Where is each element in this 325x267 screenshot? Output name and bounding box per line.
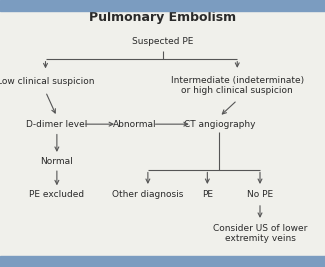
Bar	[0, 256, 325, 267]
Text: PE excluded: PE excluded	[29, 190, 84, 199]
Text: Pulmonary Embolism: Pulmonary Embolism	[89, 11, 236, 24]
Text: Low clinical suspicion: Low clinical suspicion	[0, 77, 94, 86]
Text: Normal: Normal	[41, 157, 73, 166]
Bar	[0, 0, 325, 11]
Text: Other diagnosis: Other diagnosis	[112, 190, 184, 199]
Text: PE: PE	[202, 190, 213, 199]
Text: CT angiography: CT angiography	[184, 120, 255, 129]
Text: No PE: No PE	[247, 190, 273, 199]
Text: Abnormal: Abnormal	[113, 120, 157, 129]
Text: Suspected PE: Suspected PE	[132, 37, 193, 46]
Text: Intermediate (indeterminate)
or high clinical suspicion: Intermediate (indeterminate) or high cli…	[171, 76, 304, 95]
Text: Consider US of lower
extremity veins: Consider US of lower extremity veins	[213, 224, 307, 243]
Text: D-dimer level: D-dimer level	[26, 120, 87, 129]
